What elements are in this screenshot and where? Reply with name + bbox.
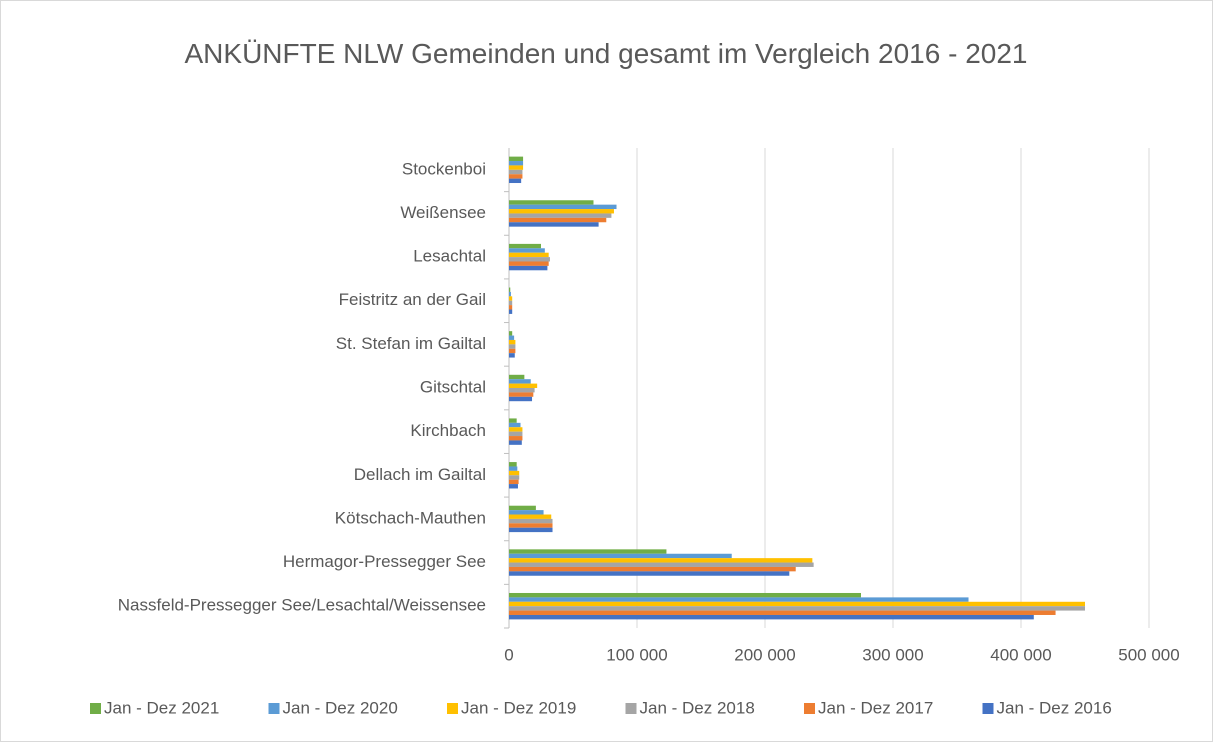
bar (509, 217, 607, 223)
y-tick-label: Stockenboi (402, 159, 486, 178)
legend-swatch (804, 703, 815, 714)
bar (509, 291, 511, 297)
bar (509, 200, 594, 205)
bar (509, 592, 861, 598)
bar (509, 601, 1085, 607)
bar (509, 479, 519, 485)
bar (509, 392, 534, 397)
x-tick-label: 200 000 (734, 645, 795, 664)
bar (509, 353, 515, 358)
bar (509, 518, 553, 524)
bar (509, 257, 550, 262)
bar (509, 396, 533, 402)
bar (509, 248, 545, 253)
bar (509, 209, 614, 214)
bar (509, 436, 523, 441)
bar (509, 204, 617, 210)
y-tick-label: Lesachtal (413, 247, 486, 266)
bar (509, 466, 518, 471)
bar (509, 335, 515, 340)
legend-swatch (268, 703, 280, 714)
legend-label: Jan - Dez 2018 (640, 698, 755, 717)
legend-swatch (625, 703, 637, 714)
bar (509, 287, 511, 292)
bar (509, 379, 531, 384)
bar (509, 156, 524, 162)
legend-swatch (90, 703, 101, 714)
legend-label: Jan - Dez 2017 (818, 698, 933, 717)
bar (509, 418, 517, 423)
bar (509, 597, 969, 602)
bar (509, 510, 544, 515)
bar (509, 252, 549, 258)
bar (509, 427, 523, 432)
bar (509, 614, 1034, 620)
bar (509, 470, 520, 476)
bar (509, 296, 513, 301)
bar (509, 339, 516, 345)
bar (509, 558, 813, 563)
bar (509, 344, 516, 349)
bar (509, 178, 522, 184)
bar (509, 331, 513, 336)
legend-swatch (982, 703, 994, 714)
bar (509, 305, 513, 310)
x-tick-label: 400 000 (990, 645, 1051, 664)
bar (509, 431, 523, 437)
bar (509, 566, 796, 572)
bar (509, 261, 549, 266)
bar (509, 610, 1056, 615)
bar (509, 243, 541, 249)
x-tick-label: 300 000 (862, 645, 923, 664)
bar (509, 505, 536, 511)
bar (509, 440, 522, 445)
bar (509, 222, 599, 227)
bar (509, 388, 535, 393)
y-tick-label: Dellach im Gailtal (354, 465, 486, 484)
legend-label: Jan - Dez 2016 (997, 698, 1112, 717)
bar (509, 484, 518, 489)
y-tick-label: Nassfeld-Pressegger See/Lesachtal/Weisse… (118, 596, 486, 615)
bar (509, 562, 814, 567)
y-tick-label: St. Stefan im Gailtal (336, 334, 486, 353)
bar (509, 300, 513, 306)
x-tick-label: 500 000 (1118, 645, 1179, 664)
y-tick-label: Weißensee (400, 203, 486, 222)
legend-label: Jan - Dez 2020 (283, 698, 398, 717)
bar (509, 265, 548, 271)
y-tick-label: Hermagor-Pressegger See (283, 552, 486, 571)
bar (509, 553, 732, 559)
legend-label: Jan - Dez 2021 (104, 698, 219, 717)
legend-label: Jan - Dez 2019 (461, 698, 576, 717)
bar (509, 527, 553, 533)
bar (509, 549, 667, 554)
y-tick-label: Kirchbach (410, 421, 486, 440)
chart-title: ANKÜNFTE NLW Gemeinden und gesamt im Ver… (184, 38, 1028, 69)
x-tick-label: 0 (504, 645, 513, 664)
bar (509, 165, 524, 170)
bar (509, 374, 525, 380)
bar (509, 213, 612, 218)
bar (509, 383, 538, 388)
legend-swatch (447, 703, 458, 714)
y-tick-label: Gitschtal (420, 377, 486, 396)
bar (509, 422, 521, 428)
bar (509, 523, 553, 528)
bar (509, 514, 552, 519)
bar (509, 309, 513, 314)
bar (509, 161, 524, 166)
bar (509, 606, 1085, 611)
x-tick-label: 100 000 (606, 645, 667, 664)
bar (509, 174, 523, 179)
y-tick-label: Kötschach-Mauthen (335, 508, 486, 527)
bar (509, 348, 516, 354)
bar (509, 462, 517, 467)
bar (509, 571, 790, 576)
bar (509, 475, 520, 480)
bar (509, 169, 523, 175)
y-tick-label: Feistritz an der Gail (339, 290, 486, 309)
